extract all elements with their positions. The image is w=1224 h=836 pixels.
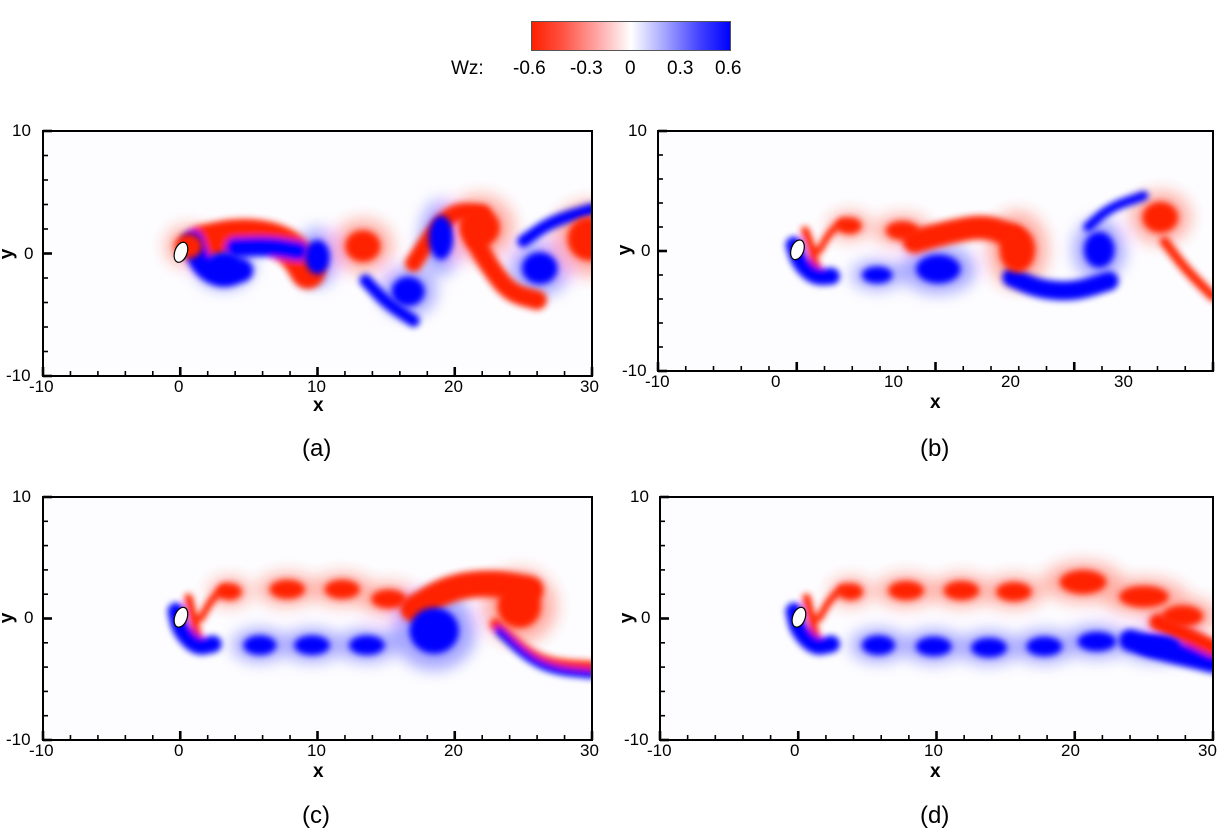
- x-tick-label: 20: [444, 741, 463, 760]
- x-tick-label: 30: [1114, 372, 1133, 391]
- y-tick-label: 0: [24, 608, 34, 627]
- y-tick-label: 0: [641, 608, 651, 627]
- colorbar-tick-label: 0.3: [667, 58, 694, 79]
- colorbar-tick-label: 0.6: [715, 58, 742, 79]
- y-tick-label: -10: [624, 730, 649, 749]
- x-tick-label: 30: [580, 741, 599, 760]
- x-tick-label: 20: [444, 377, 463, 396]
- x-tick-label: 10: [307, 377, 326, 396]
- y-tick-label: -10: [6, 730, 31, 749]
- y-tick-label: -10: [622, 361, 647, 380]
- x-tick-label: -10: [29, 377, 54, 396]
- y-tick-label: 0: [24, 244, 34, 263]
- x-tick-label: 10: [924, 741, 943, 760]
- y-tick-label: 0: [641, 241, 651, 260]
- x-tick-label: 30: [1198, 741, 1217, 760]
- x-axis-title: x: [313, 761, 324, 782]
- colorbar: [531, 21, 731, 51]
- x-axis-title: x: [930, 761, 941, 782]
- y-axis-title: y: [616, 612, 638, 624]
- x-tick-label: 0: [174, 377, 184, 396]
- y-tick-label: 10: [12, 121, 31, 140]
- panel-caption: (c): [302, 802, 330, 829]
- y-tick-label: 10: [12, 487, 31, 506]
- x-tick-label: 0: [790, 741, 800, 760]
- x-tick-label: -10: [29, 741, 54, 760]
- x-tick-label: 0: [174, 741, 184, 760]
- x-tick-label: 10: [884, 372, 903, 391]
- colorbar-tick-label: -0.3: [570, 58, 603, 79]
- colorbar-tick-label: -0.6: [513, 58, 546, 79]
- x-axis-title: x: [313, 395, 324, 416]
- panel-caption: (d): [920, 802, 950, 829]
- x-tick-label: -10: [645, 372, 670, 391]
- y-tick-label: -10: [6, 366, 31, 385]
- x-tick-label: 10: [307, 741, 326, 760]
- colorbar-tick-label: 0: [625, 58, 636, 79]
- x-tick-label: 0: [771, 372, 781, 391]
- y-tick-label: 10: [628, 121, 647, 140]
- y-tick-label: 10: [630, 487, 649, 506]
- x-axis-title: x: [930, 392, 941, 413]
- panel-caption: (a): [302, 435, 332, 462]
- panel-caption: (b): [920, 435, 950, 462]
- x-tick-label: 20: [1061, 741, 1080, 760]
- x-tick-label: 30: [580, 377, 599, 396]
- x-tick-label: -10: [647, 741, 672, 760]
- x-tick-label: 20: [1001, 372, 1020, 391]
- colorbar-variable-label: Wz:: [451, 58, 484, 79]
